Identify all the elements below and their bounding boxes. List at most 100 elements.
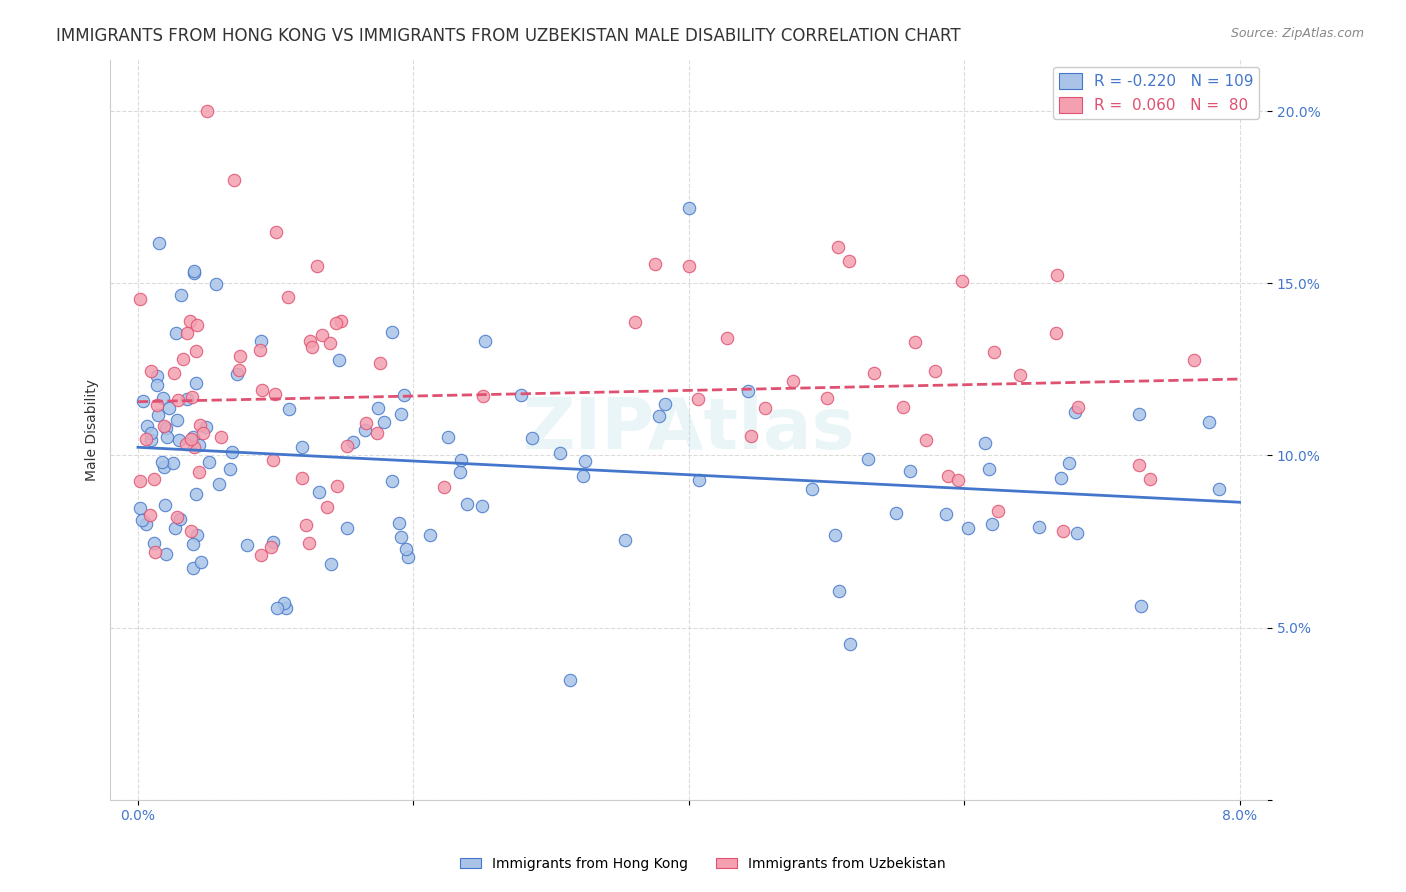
Immigrants from Hong Kong (155, 547, 177, 561)
Immigrants from Hong Kong (1057, 456, 1080, 470)
Immigrants from Hong Kong (184, 487, 207, 501)
Immigrants from Hong Kong (571, 468, 593, 483)
Immigrants from Hong Kong (957, 521, 980, 535)
Immigrants from Uzbekistan (433, 480, 456, 494)
Immigrants from Uzbekistan (838, 253, 860, 268)
Immigrants from Hong Kong (654, 397, 676, 411)
Immigrants from Hong Kong (336, 521, 359, 535)
Immigrants from Uzbekistan (224, 173, 246, 187)
Immigrants from Uzbekistan (354, 416, 377, 430)
Immigrants from Uzbekistan (987, 504, 1010, 518)
Immigrants from Hong Kong (146, 377, 169, 392)
Immigrants from Hong Kong (176, 392, 198, 406)
Immigrants from Hong Kong (139, 425, 162, 440)
Immigrants from Hong Kong (558, 673, 581, 688)
Immigrants from Hong Kong (373, 415, 395, 429)
Immigrants from Hong Kong (648, 409, 671, 423)
Immigrants from Uzbekistan (209, 430, 232, 444)
Immigrants from Hong Kong (396, 549, 419, 564)
Immigrants from Hong Kong (509, 388, 531, 402)
Immigrants from Hong Kong (197, 455, 219, 469)
Immigrants from Uzbekistan (139, 508, 162, 523)
Immigrants from Uzbekistan (326, 478, 349, 492)
Immigrants from Hong Kong (153, 459, 176, 474)
Immigrants from Uzbekistan (471, 389, 494, 403)
Immigrants from Uzbekistan (782, 374, 804, 388)
Immigrants from Uzbekistan (129, 292, 152, 306)
Immigrants from Uzbekistan (186, 343, 208, 358)
Immigrants from Hong Kong (183, 266, 205, 280)
Immigrants from Hong Kong (328, 353, 350, 368)
Immigrants from Uzbekistan (754, 401, 776, 415)
Immigrants from Hong Kong (235, 538, 257, 552)
Immigrants from Hong Kong (419, 527, 441, 541)
Immigrants from Uzbekistan (186, 318, 208, 332)
Immigrants from Hong Kong (389, 530, 412, 544)
Immigrants from Hong Kong (456, 497, 478, 511)
Immigrants from Uzbekistan (163, 366, 186, 380)
Immigrants from Hong Kong (548, 446, 571, 460)
Immigrants from Uzbekistan (1128, 458, 1150, 472)
Immigrants from Hong Kong (437, 430, 460, 444)
Immigrants from Uzbekistan (176, 326, 198, 340)
Immigrants from Uzbekistan (129, 474, 152, 488)
Immigrants from Hong Kong (181, 536, 204, 550)
Immigrants from Hong Kong (131, 513, 153, 527)
Immigrants from Uzbekistan (1045, 326, 1067, 340)
Immigrants from Uzbekistan (316, 500, 339, 514)
Immigrants from Uzbekistan (180, 432, 202, 446)
Immigrants from Uzbekistan (264, 225, 287, 239)
Immigrants from Uzbekistan (252, 384, 274, 398)
Immigrants from Hong Kong (169, 433, 191, 447)
Immigrants from Uzbekistan (827, 240, 849, 254)
Immigrants from Hong Kong (186, 528, 208, 542)
Immigrants from Hong Kong (181, 430, 204, 444)
Immigrants from Uzbekistan (319, 336, 342, 351)
Immigrants from Hong Kong (449, 465, 471, 479)
Immigrants from Uzbekistan (145, 545, 167, 559)
Immigrants from Hong Kong (977, 462, 1000, 476)
Legend: R = -0.220   N = 109, R =  0.060   N =  80: R = -0.220 N = 109, R = 0.060 N = 80 (1053, 67, 1260, 119)
Immigrants from Hong Kong (858, 452, 880, 467)
Immigrants from Hong Kong (800, 483, 823, 497)
Immigrants from Hong Kong (221, 445, 243, 459)
Immigrants from Uzbekistan (311, 328, 333, 343)
Immigrants from Uzbekistan (262, 453, 284, 467)
Immigrants from Hong Kong (898, 464, 921, 478)
Immigrants from Hong Kong (389, 407, 412, 421)
Immigrants from Uzbekistan (172, 351, 194, 366)
Immigrants from Hong Kong (131, 394, 153, 409)
Immigrants from Uzbekistan (180, 524, 202, 538)
Immigrants from Hong Kong (190, 555, 212, 569)
Immigrants from Hong Kong (159, 401, 181, 415)
Immigrants from Hong Kong (195, 420, 218, 434)
Immigrants from Uzbekistan (193, 425, 215, 440)
Immigrants from Uzbekistan (143, 472, 166, 486)
Immigrants from Hong Kong (276, 601, 298, 615)
Immigrants from Uzbekistan (1139, 472, 1161, 486)
Y-axis label: Male Disability: Male Disability (86, 379, 100, 481)
Immigrants from Uzbekistan (330, 313, 353, 327)
Immigrants from Uzbekistan (229, 349, 252, 363)
Immigrants from Hong Kong (839, 637, 862, 651)
Immigrants from Hong Kong (1064, 405, 1087, 419)
Immigrants from Hong Kong (395, 542, 418, 557)
Immigrants from Hong Kong (188, 438, 211, 452)
Immigrants from Hong Kong (208, 476, 231, 491)
Immigrants from Uzbekistan (188, 465, 211, 479)
Immigrants from Hong Kong (262, 535, 284, 549)
Immigrants from Hong Kong (139, 433, 162, 447)
Immigrants from Uzbekistan (249, 343, 271, 357)
Text: IMMIGRANTS FROM HONG KONG VS IMMIGRANTS FROM UZBEKISTAN MALE DISABILITY CORRELAT: IMMIGRANTS FROM HONG KONG VS IMMIGRANTS … (56, 27, 960, 45)
Immigrants from Hong Kong (146, 369, 169, 384)
Immigrants from Hong Kong (273, 597, 295, 611)
Immigrants from Hong Kong (135, 516, 157, 531)
Immigrants from Hong Kong (155, 498, 177, 512)
Immigrants from Uzbekistan (298, 334, 321, 349)
Immigrants from Uzbekistan (366, 425, 388, 440)
Immigrants from Uzbekistan (946, 473, 969, 487)
Immigrants from Uzbekistan (301, 339, 323, 353)
Immigrants from Uzbekistan (145, 398, 167, 412)
Immigrants from Uzbekistan (983, 345, 1005, 359)
Immigrants from Uzbekistan (188, 417, 211, 432)
